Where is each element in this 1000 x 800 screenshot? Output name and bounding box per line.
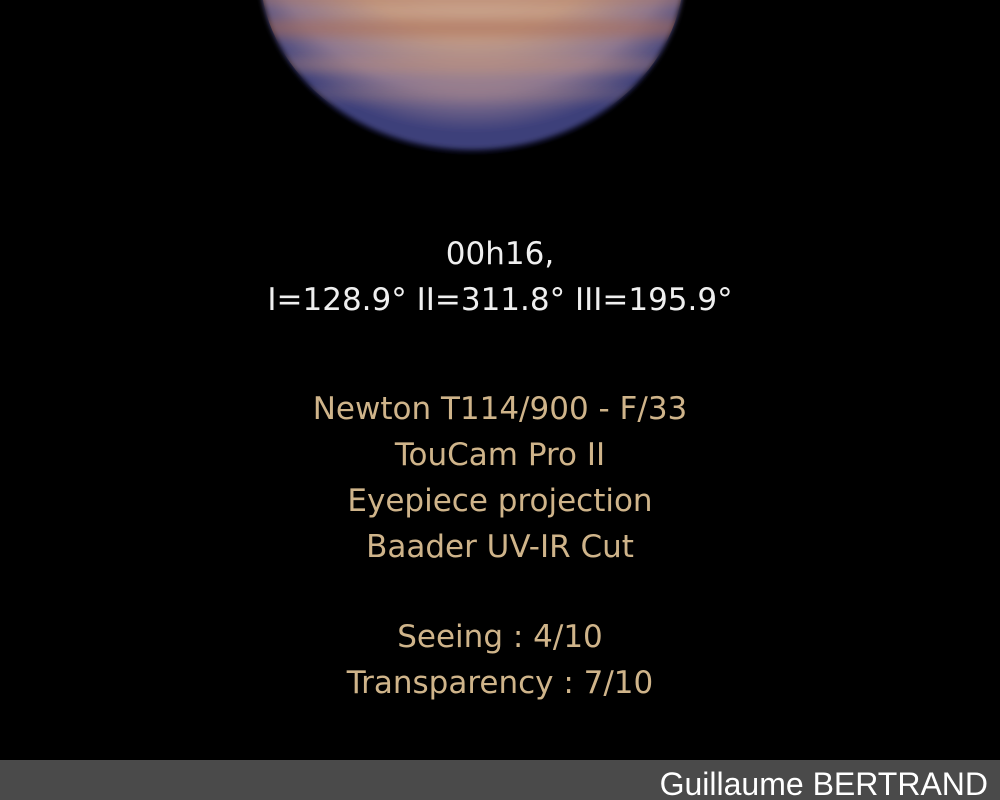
central-meridian-longitudes: I=128.9° II=311.8° III=195.9° (267, 282, 733, 318)
telescope-info: Newton T114/900 - F/33 (312, 391, 688, 427)
sky-conditions: Seeing : 4/10 Transparency : 7/10 (0, 614, 1000, 706)
seeing-rating: Seeing : 4/10 (397, 619, 603, 655)
credit-bar: Guillaume BERTRAND (0, 760, 1000, 800)
equipment-list: Newton T114/900 - F/33 TouCam Pro II Eye… (0, 386, 1000, 570)
observation-time: 00h16, (445, 236, 555, 272)
projection-method: Eyepiece projection (347, 483, 653, 519)
polar-band (260, 90, 684, 98)
camera-info: TouCam Pro II (394, 437, 606, 473)
north-belt-band (260, 0, 684, 4)
author-credit: Guillaume BERTRAND (659, 766, 988, 800)
filter-info: Baader UV-IR Cut (366, 529, 634, 565)
temperate-belt-band (260, 60, 684, 70)
equatorial-belt-band (260, 20, 684, 36)
transparency-rating: Transparency : 7/10 (346, 665, 654, 701)
